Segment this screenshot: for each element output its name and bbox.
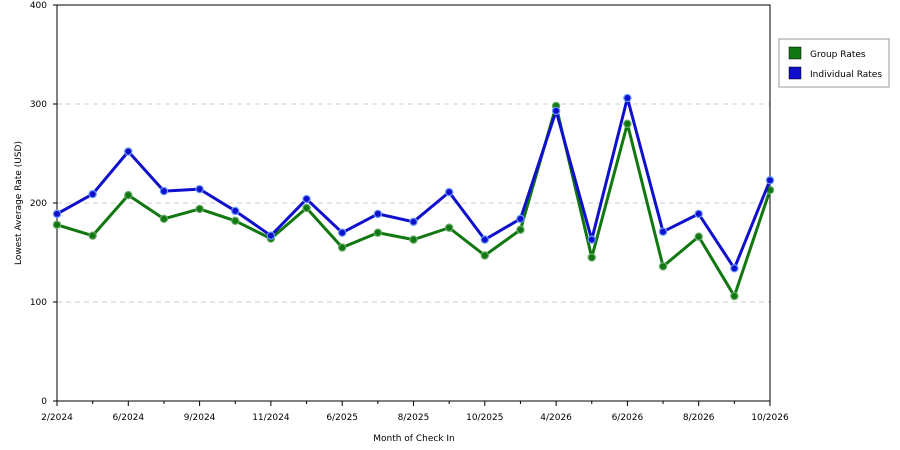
data-point — [623, 93, 632, 103]
data-point — [302, 194, 311, 204]
data-point — [88, 231, 97, 240]
data-point — [195, 204, 204, 214]
legend-label-individual: Individual Rates — [810, 70, 882, 80]
x-tick-label: 6/2025 — [326, 413, 358, 423]
data-point — [658, 262, 668, 271]
data-point — [623, 119, 632, 129]
data-point — [444, 187, 454, 197]
data-point — [587, 235, 596, 244]
data-point — [373, 209, 383, 219]
x-axis-title: Month of Check In — [373, 434, 455, 444]
data-point — [516, 214, 525, 224]
data-point — [124, 190, 133, 200]
data-point — [159, 214, 169, 224]
y-axis: 0 100 200 300 400 — [30, 1, 57, 407]
data-point — [444, 223, 454, 232]
data-point — [124, 147, 133, 156]
x-tick-label: 8/2025 — [398, 413, 430, 423]
data-point — [587, 253, 596, 262]
data-point — [658, 227, 668, 236]
x-tick-label: 2/2024 — [41, 413, 73, 423]
x-tick-label: 9/2024 — [184, 413, 216, 423]
y-tick-label: 400 — [30, 1, 47, 11]
series-individual-rates — [52, 93, 775, 273]
data-point — [159, 186, 169, 196]
x-tick-label: 8/2026 — [683, 413, 715, 423]
data-point — [694, 232, 703, 241]
data-point — [765, 176, 775, 185]
legend-swatch-group — [788, 46, 802, 60]
data-point — [52, 209, 62, 219]
x-axis: 2/2024 6/2024 9/2024 11/2024 6/2025 8/2025 10/… — [41, 401, 789, 423]
legend-swatch-individual — [788, 66, 802, 80]
data-point — [88, 189, 97, 199]
y-tick-label: 200 — [30, 199, 47, 209]
x-tick-label: 6/2026 — [612, 413, 644, 423]
data-point — [480, 251, 489, 260]
x-tick-label: 4/2026 — [540, 413, 572, 423]
x-tick-label: 10/2025 — [466, 413, 503, 423]
data-point — [516, 225, 525, 234]
y-axis-title: Lowest Average Rate (USD) — [14, 141, 24, 265]
data-point — [195, 184, 204, 194]
x-tick-label: 10/2026 — [751, 413, 789, 423]
data-point — [302, 203, 311, 213]
data-point — [266, 231, 276, 240]
series-lines — [52, 93, 775, 301]
data-point — [480, 235, 489, 244]
data-point — [338, 243, 347, 252]
y-tick-label: 300 — [30, 100, 47, 110]
legend-label-group: Group Rates — [810, 50, 866, 60]
data-point — [730, 264, 739, 273]
y-tick-label: 100 — [30, 298, 47, 308]
data-point — [373, 228, 383, 237]
x-tick-label: 6/2024 — [112, 413, 144, 423]
data-point — [231, 216, 240, 226]
x-tick-label: 11/2024 — [252, 413, 290, 423]
data-point — [694, 209, 703, 219]
y-tick-label: 0 — [41, 397, 47, 407]
data-point — [231, 206, 240, 216]
legend: Group Rates Individual Rates — [778, 38, 890, 88]
data-point — [52, 220, 62, 229]
data-point — [730, 291, 739, 301]
data-point — [409, 235, 418, 244]
grid-lines — [57, 103, 770, 303]
series-group-rates — [52, 101, 775, 301]
data-point — [409, 217, 418, 227]
data-point — [338, 228, 347, 237]
data-point — [551, 106, 561, 116]
